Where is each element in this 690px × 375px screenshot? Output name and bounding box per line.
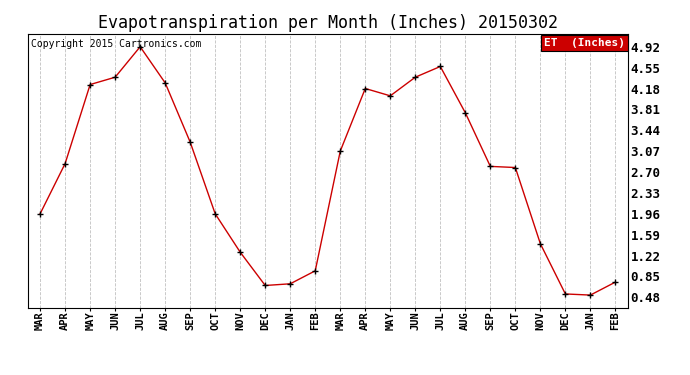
- Text: ET  (Inches): ET (Inches): [544, 38, 625, 48]
- Title: Evapotranspiration per Month (Inches) 20150302: Evapotranspiration per Month (Inches) 20…: [98, 14, 558, 32]
- Text: Copyright 2015 Cartronics.com: Copyright 2015 Cartronics.com: [30, 39, 201, 49]
